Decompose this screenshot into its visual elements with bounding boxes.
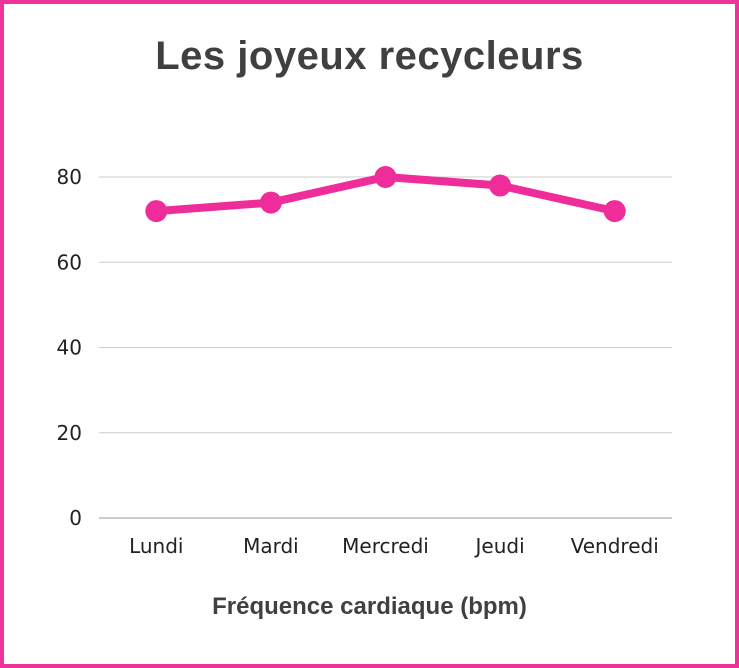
x-tick-label: Jeudi <box>474 534 525 558</box>
x-tick-label: Mercredi <box>342 534 429 558</box>
data-point <box>603 200 626 223</box>
x-tick-label: Vendredi <box>571 534 659 558</box>
x-tick-label: Lundi <box>129 534 183 558</box>
gridlines <box>99 176 672 519</box>
x-axis-ticks: Lundi Mardi Mercredi Jeudi Vendredi <box>129 534 659 558</box>
data-point <box>145 200 168 223</box>
y-tick-label: 60 <box>57 250 82 274</box>
y-tick-label: 80 <box>57 165 82 189</box>
x-axis-title: Fréquence cardiaque (bpm) <box>212 593 527 620</box>
y-tick-label: 40 <box>57 336 82 360</box>
line-chart: 0 20 40 60 80 Lundi Mardi Mercredi Jeudi Vendred… <box>57 165 672 558</box>
data-point <box>374 166 397 188</box>
y-tick-label: 0 <box>69 506 82 530</box>
data-point <box>259 191 282 214</box>
y-tick-label: 20 <box>57 421 82 445</box>
series-layer <box>145 166 626 223</box>
chart-title: Les joyeux recycleurs <box>155 34 584 78</box>
x-tick-label: Mardi <box>243 534 299 558</box>
y-axis-ticks: 0 20 40 60 80 <box>57 165 82 530</box>
data-point <box>489 174 512 197</box>
